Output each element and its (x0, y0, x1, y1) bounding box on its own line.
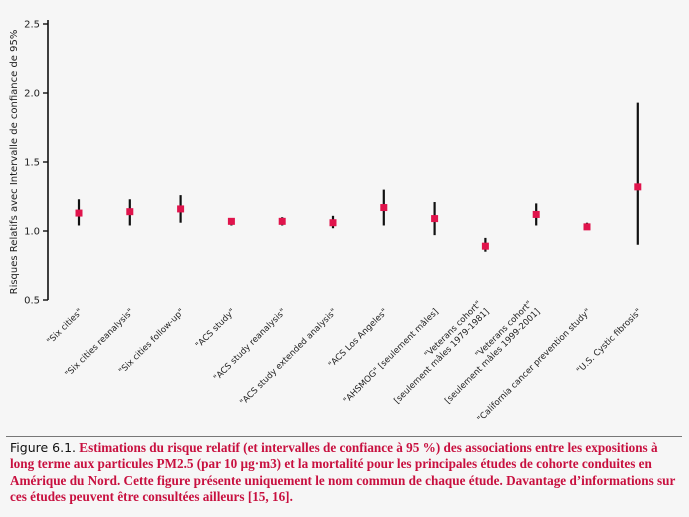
y-axis-label-group: Risques Relatifs avec Intervalle de conf… (9, 30, 20, 295)
category-label: "Six cities" (45, 307, 85, 347)
point-estimate (329, 219, 337, 227)
point-estimate (177, 205, 185, 213)
category-label-line: "ACS study extended analysis" (238, 307, 339, 408)
caption-divider (6, 436, 682, 437)
forest-plot: 0.5 1.0 1.5 2.0 2.5 Risques Relatifs avec In… (9, 20, 644, 425)
category-label: "ACS study" (194, 307, 238, 351)
point-estimate (380, 204, 388, 212)
axes: 0.5 1.0 1.5 2.0 2.5 (24, 20, 49, 307)
caption-text: Estimations du risque relatif (et interv… (10, 440, 676, 505)
point-estimate (126, 208, 134, 216)
y-tick-label: 1.5 (24, 158, 40, 169)
category-label: "California cancer prevention study" (476, 307, 593, 424)
point-estimate (278, 217, 286, 225)
y-tick-label: 0.5 (24, 296, 40, 307)
data-marks (75, 102, 642, 252)
y-axis-label: Risques Relatifs avec Intervalle de conf… (9, 30, 20, 295)
category-label-line: "Six cities" (45, 307, 85, 347)
y-tick-label: 2.5 (24, 20, 40, 31)
category-label: "ACS study extended analysis" (238, 307, 339, 408)
point-estimate (431, 215, 439, 223)
point-estimate (583, 223, 591, 231)
y-tick-label: 2.0 (24, 89, 40, 100)
category-labels: "Six cities""Six cities reanalysis""Six … (45, 299, 644, 424)
point-estimate (227, 217, 235, 225)
category-label-line: "California cancer prevention study" (476, 307, 593, 424)
caption-label: Figure 6.1. (10, 440, 76, 455)
y-tick-label: 1.0 (24, 227, 40, 238)
point-estimate (634, 183, 642, 191)
point-estimate (75, 209, 83, 217)
point-estimate (532, 210, 540, 218)
figure-caption: Figure 6.1. Estimations du risque relati… (10, 440, 680, 506)
category-label-line: "ACS study" (194, 307, 238, 351)
point-estimate (481, 242, 489, 250)
